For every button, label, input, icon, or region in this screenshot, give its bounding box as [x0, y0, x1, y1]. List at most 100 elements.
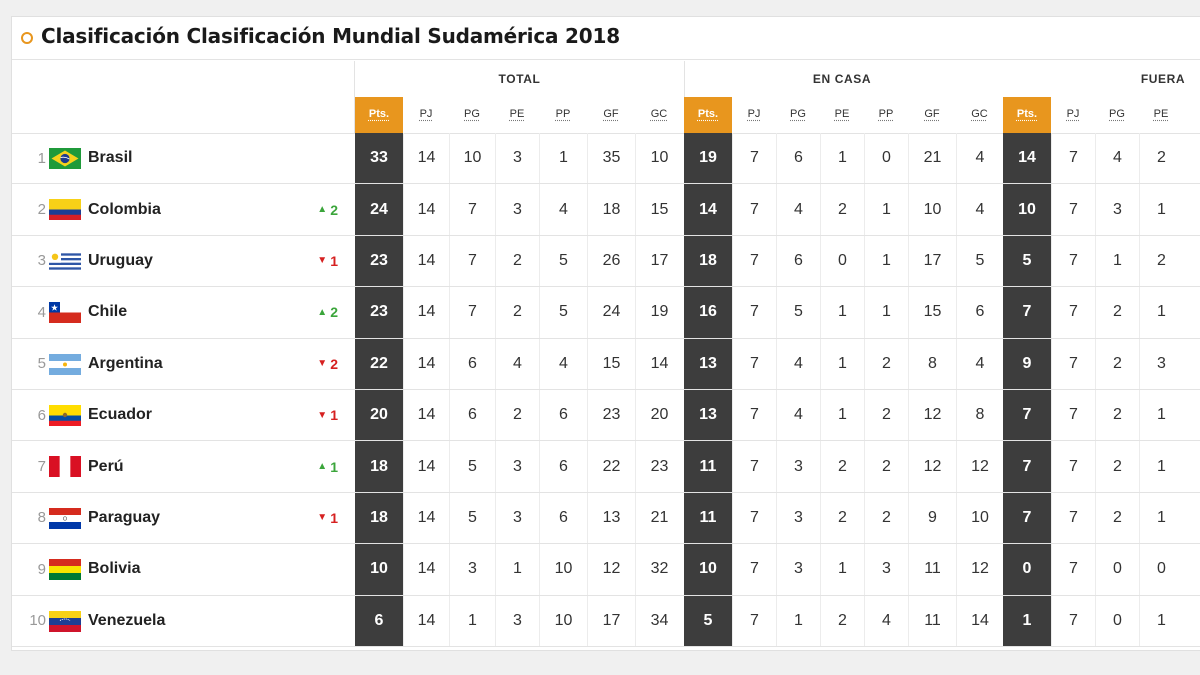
fuera-pj-cell: 7: [1051, 184, 1095, 235]
casa-pe-cell: 2: [820, 595, 864, 646]
total-pj-cell: 14: [403, 389, 449, 441]
total-pts-cell: 23: [355, 287, 403, 338]
table-row[interactable]: 7 Perú ▲ 1 18 14 5 3 6 22 23 11 7 3 2 2 12 12 7 7 2 1: [12, 441, 1200, 493]
total-pj-cell: 14: [403, 338, 449, 389]
casa-pj-cell: 7: [732, 133, 776, 184]
peru-flag: [49, 456, 81, 478]
casa-gc-cell: 5: [956, 235, 1003, 287]
table-row[interactable]: 2 Colombia ▲ 2 24 14 7 3 4 18 15 14 7 4 2 1 10 4 10 7 3 1: [12, 184, 1200, 236]
fuera-pj-cell: 7: [1051, 133, 1095, 184]
column-header-fuera-pts[interactable]: Pts.: [1003, 97, 1051, 133]
casa-pts-cell: 16: [684, 287, 732, 338]
total-gf-cell: 12: [587, 544, 635, 595]
total-pe-cell: 4: [495, 338, 539, 389]
team-name-link[interactable]: Ecuador: [88, 406, 153, 424]
team-name-link[interactable]: Chile: [88, 303, 128, 321]
casa-pp-cell: 1: [864, 287, 908, 338]
casa-pe-cell: 1: [820, 389, 864, 441]
table-row[interactable]: 4 Chile ▲ 2 23 14 7 2 5 24 19 16 7 5 1 1 15 6 7 7 2 1: [12, 287, 1200, 339]
team-name-link[interactable]: Brasil: [88, 149, 133, 167]
column-header-total-pp[interactable]: PP: [555, 108, 571, 120]
total-gf-cell: 26: [587, 235, 635, 287]
casa-pts-cell: 10: [684, 544, 732, 595]
total-pe-cell: 2: [495, 235, 539, 287]
total-pts-cell: 20: [355, 389, 403, 441]
column-header-casa-gc[interactable]: GC: [971, 108, 988, 120]
total-pj-cell: 14: [403, 184, 449, 235]
column-header-total-pj[interactable]: PJ: [419, 108, 433, 120]
fuera-pts-cell: 0: [1003, 544, 1051, 595]
casa-pp-cell: 2: [864, 492, 908, 544]
column-header-casa-gf[interactable]: GF: [924, 108, 940, 120]
team-name-link[interactable]: Paraguay: [88, 508, 161, 526]
team-name-link[interactable]: Uruguay: [88, 251, 153, 269]
fuera-pe-cell: 1: [1139, 441, 1183, 492]
casa-pts-cell: 14: [684, 184, 732, 235]
fuera-pg-cell: 2: [1095, 441, 1139, 492]
total-pp-cell: 10: [539, 544, 587, 595]
column-header-casa-pp[interactable]: PP: [878, 108, 894, 120]
column-header-total-pe[interactable]: PE: [509, 108, 525, 120]
team-name-link[interactable]: Perú: [88, 457, 124, 475]
fuera-pts-cell: 14: [1003, 133, 1051, 184]
casa-gf-cell: 15: [908, 287, 956, 338]
column-header-casa-pts[interactable]: Pts.: [684, 97, 732, 133]
column-header-fuera-pj[interactable]: PJ: [1066, 108, 1080, 120]
casa-pe-cell: 2: [820, 492, 864, 544]
colombia-flag: [49, 199, 81, 221]
fuera-pe-cell: 1: [1139, 492, 1183, 544]
casa-gf-cell: 11: [908, 544, 956, 595]
casa-gc-cell: 14: [956, 595, 1003, 646]
casa-pj-cell: 7: [732, 287, 776, 338]
column-header-casa-pj[interactable]: PJ: [747, 108, 761, 120]
casa-pe-cell: 2: [820, 441, 864, 492]
standings-table-body: 1 Brasil 33 14 10 3 1 35 10 19 7 6 1 0 21 4 14 7 4 2 2 Colomb…: [12, 133, 1200, 647]
casa-pe-cell: 0: [820, 235, 864, 287]
table-row[interactable]: 8 Paraguay ▼ 1 18 14 5 3 6 13 21 11 7 3 2 2 9 10 7 7 2 1: [12, 492, 1200, 545]
casa-pe-cell: 1: [820, 287, 864, 338]
fuera-pe-cell: 1: [1139, 287, 1183, 338]
table-row[interactable]: 5 Argentina ▼ 2 22 14 6 4 4 15 14 13 7 4 1 2 8 4 9 7 2 3: [12, 338, 1200, 390]
arrow-down-icon: ▼: [317, 255, 328, 267]
column-header-total-gf[interactable]: GF: [603, 108, 619, 120]
total-pe-cell: 1: [495, 544, 539, 595]
table-row[interactable]: 1 Brasil 33 14 10 3 1 35 10 19 7 6 1 0 21 4 14 7 4 2: [12, 133, 1200, 185]
fuera-pts-cell: 7: [1003, 492, 1051, 544]
column-header-casa-pg[interactable]: PG: [790, 108, 806, 120]
table-row[interactable]: 9 Bolivia 10 14 3 1 10 12 32 10 7 3 1 3 11 12 0 7 0 0: [12, 544, 1200, 596]
total-pg-cell: 3: [449, 544, 495, 595]
position-change-value: 2: [330, 304, 338, 321]
total-pp-cell: 4: [539, 184, 587, 235]
table-row[interactable]: 10 Venezuela 6 14 1 3 10 17 34 5 7 1 2 4 11 14 1 7 0 1: [12, 595, 1200, 647]
fuera-pe-cell: 1: [1139, 389, 1183, 441]
casa-pts-cell: 13: [684, 338, 732, 389]
total-pe-cell: 3: [495, 133, 539, 184]
total-gf-cell: 13: [587, 492, 635, 544]
total-pe-cell: 3: [495, 492, 539, 544]
column-header-total-gc[interactable]: GC: [650, 108, 668, 120]
casa-pp-cell: 4: [864, 595, 908, 646]
total-gf-cell: 24: [587, 287, 635, 338]
table-row[interactable]: 6 Ecuador ▼ 1 20 14 6 2 6 23 20 13 7 4 1 2 12 8 7 7 2 1: [12, 389, 1200, 442]
casa-gf-cell: 21: [908, 133, 956, 184]
casa-gc-cell: 4: [956, 338, 1003, 389]
team-name-link[interactable]: Colombia: [88, 200, 161, 218]
position-change-value: 1: [330, 407, 338, 424]
table-row[interactable]: 3 Uruguay ▼ 1 23 14 7 2 5 26 17 18 7 6 0 1 17 5 5 7 1 2: [12, 235, 1200, 288]
column-header-fuera-pe[interactable]: PE: [1153, 108, 1169, 120]
total-gc-cell: 17: [635, 235, 683, 287]
column-header-total-pg[interactable]: PG: [464, 108, 480, 120]
casa-pj-cell: 7: [732, 184, 776, 235]
total-gc-cell: 32: [635, 544, 683, 595]
column-header-fuera-pg[interactable]: PG: [1109, 108, 1125, 120]
position-number: 1: [37, 149, 46, 167]
casa-gc-cell: 6: [956, 287, 1003, 338]
team-name-link[interactable]: Argentina: [88, 354, 163, 372]
column-header-total-pts[interactable]: Pts.: [355, 97, 403, 133]
total-pg-cell: 1: [449, 595, 495, 646]
total-pp-cell: 6: [539, 389, 587, 441]
casa-pj-cell: 7: [732, 389, 776, 441]
team-name-link[interactable]: Bolivia: [88, 560, 141, 578]
team-name-link[interactable]: Venezuela: [88, 611, 166, 629]
column-header-casa-pe[interactable]: PE: [834, 108, 850, 120]
